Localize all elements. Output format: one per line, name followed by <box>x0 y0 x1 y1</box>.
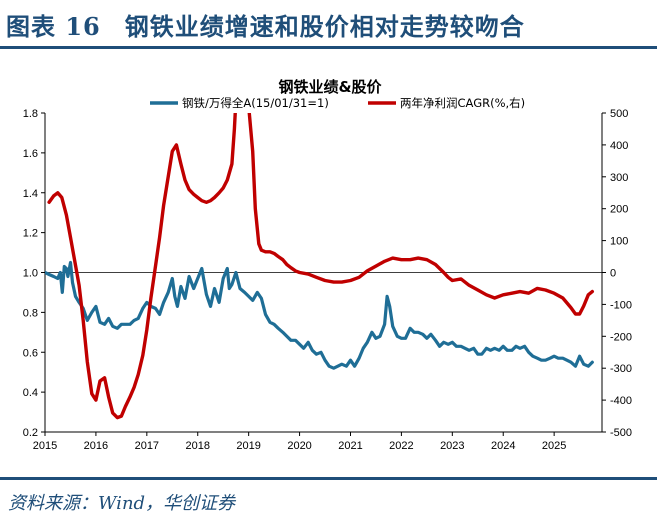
right-tick-label: -200 <box>610 331 632 343</box>
series-lines <box>45 113 594 420</box>
x-tick-label: 2024 <box>491 440 515 452</box>
x-tick-label: 2018 <box>186 440 210 452</box>
x-tick-label: 2021 <box>338 440 362 452</box>
x-tick-label: 2020 <box>287 440 311 452</box>
left-tick-label: 0.6 <box>23 347 38 359</box>
left-tick-label: 1.6 <box>23 148 38 160</box>
right-tick-label: 500 <box>610 108 628 120</box>
right-tick-label: 0 <box>610 268 616 280</box>
left-tick-label: 1.0 <box>23 268 38 280</box>
left-tick-label: 0.4 <box>23 387 38 399</box>
figure-title: 图表 16 钢铁业绩增速和股价相对走势较吻合 <box>6 7 525 42</box>
legend: 钢铁/万得全A(15/01/31=1) 两年净利润CAGR(%,右) <box>150 96 525 110</box>
series-line-profit-cagr <box>47 113 594 420</box>
right-tick-label: -500 <box>610 427 632 439</box>
chart-title: 钢铁业绩&股价 <box>278 78 382 96</box>
x-tick-label: 2019 <box>236 440 260 452</box>
x-tick-label: 2017 <box>135 440 159 452</box>
right-tick-label: 200 <box>610 204 628 216</box>
left-tick-label: 0.2 <box>23 427 38 439</box>
right-tick-label: 100 <box>610 236 628 248</box>
left-tick-label: 1.2 <box>23 228 38 240</box>
series-line-steel-relative <box>45 260 594 370</box>
legend-label-profit: 两年净利润CAGR(%,右) <box>400 96 525 110</box>
left-tick-label: 1.8 <box>23 108 38 120</box>
legend-label-steel: 钢铁/万得全A(15/01/31=1) <box>182 96 329 110</box>
x-tick-label: 2016 <box>84 440 108 452</box>
axes: 0.2 0.4 0.6 0.8 1.0 1.2 1.4 1.6 1.8 -500 -400 -300 -… <box>23 108 632 452</box>
header-rule <box>0 46 657 49</box>
right-tick-label: 300 <box>610 172 628 184</box>
left-tick-label: 1.4 <box>23 188 38 200</box>
right-tick-label: 400 <box>610 140 628 152</box>
x-tick-label: 2015 <box>33 440 57 452</box>
right-tick-label: -300 <box>610 363 632 375</box>
x-tick-label: 2022 <box>389 440 413 452</box>
source-note: 资料来源：Wind，华创证券 <box>8 493 236 514</box>
figure-label: 图表 16 <box>6 12 101 41</box>
footer-rule <box>0 477 657 480</box>
figure-header: 图表 16 钢铁业绩增速和股价相对走势较吻合 <box>0 0 657 49</box>
chart: 钢铁业绩&股价 钢铁/万得全A(15/01/31=1) 两年净利润CAGR(%,右… <box>23 78 632 452</box>
figure-caption: 钢铁业绩增速和股价相对走势较吻合 <box>124 12 525 41</box>
x-tick-label: 2025 <box>542 440 566 452</box>
right-tick-label: -400 <box>610 395 632 407</box>
x-tick-label: 2023 <box>440 440 464 452</box>
right-tick-label: -100 <box>610 299 632 311</box>
left-tick-label: 0.8 <box>23 307 38 319</box>
